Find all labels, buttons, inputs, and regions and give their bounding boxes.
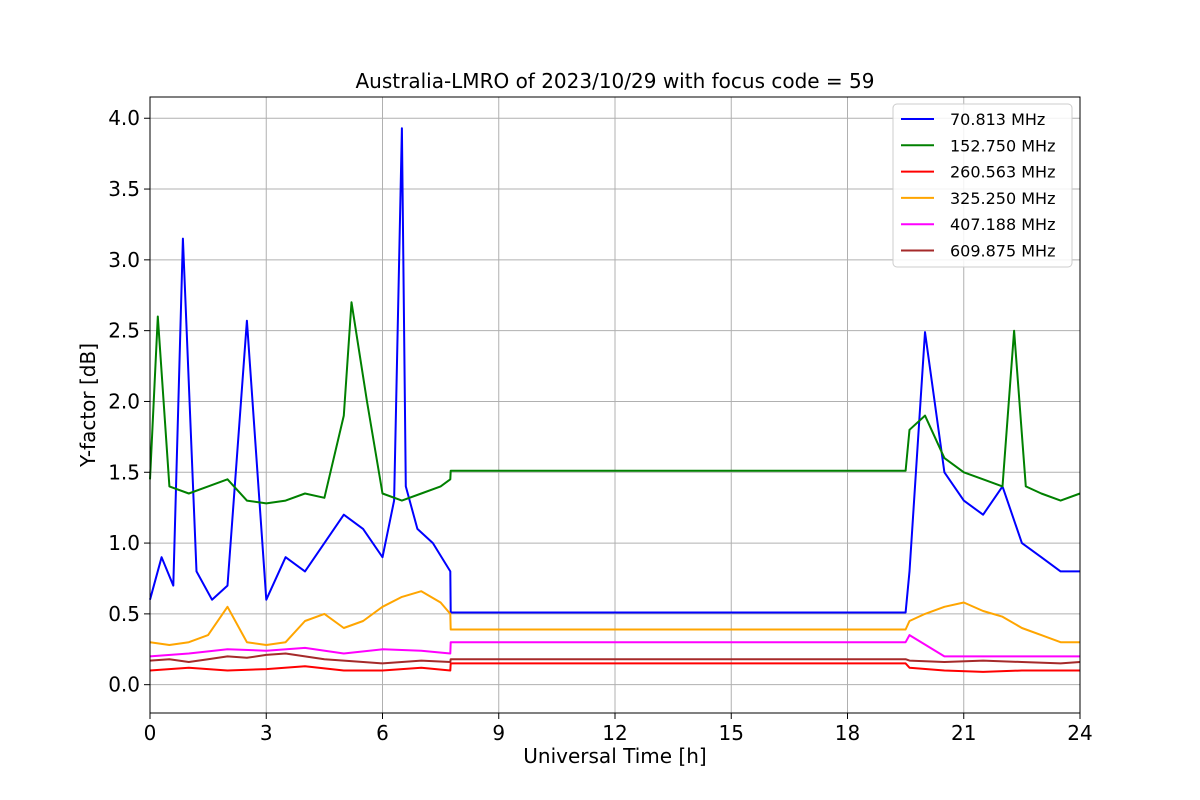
series-line-1 [149, 301, 1081, 505]
x-tick-label: 6 [376, 721, 389, 745]
x-axis-label: Universal Time [h] [523, 744, 706, 768]
y-tick-label: 1.0 [108, 531, 140, 555]
series-line-5 [149, 652, 1081, 665]
y-tick-label: 2.5 [108, 319, 140, 343]
x-tick-label: 24 [1067, 721, 1092, 745]
x-tick-label: 15 [719, 721, 744, 745]
y-tick-label: 3.0 [108, 248, 140, 272]
legend-box [892, 103, 1073, 268]
ticks: 0 3 6 9 12 15 18 21 24 0.0 0.5 1.0 1.5 2.0 2.5 3.0 3.5 4.… [108, 106, 1093, 745]
legend-label: 70.813 MHz [950, 110, 1045, 129]
series-line-4 [149, 634, 1080, 658]
y-tick-label: 4.0 [108, 106, 140, 130]
x-tick-label: 0 [144, 721, 157, 745]
x-tick-label: 3 [260, 721, 273, 745]
legend-label: 609.875 MHz [950, 242, 1055, 261]
y-tick-label: 3.5 [108, 177, 140, 201]
series-line-3 [149, 590, 1080, 646]
legend-label: 152.750 MHz [950, 136, 1055, 155]
legend-label: 407.188 MHz [950, 215, 1055, 234]
x-tick-label: 21 [951, 721, 976, 745]
y-tick-label: 2.0 [108, 389, 140, 413]
y-tick-label: 1.5 [108, 460, 140, 484]
x-tick-label: 9 [492, 721, 505, 745]
legend: 70.813 MHz 152.750 MHz 260.563 MHz 325.250 … [892, 103, 1073, 268]
series-line-0 [149, 127, 1080, 614]
x-tick-label: 12 [602, 721, 627, 745]
legend-label: 260.563 MHz [950, 163, 1055, 182]
y-tick-label: 0.0 [108, 673, 140, 697]
chart-title: Australia-LMRO of 2023/10/29 with focus … [355, 69, 874, 93]
series-layer [149, 127, 1081, 673]
x-tick-label: 18 [835, 721, 860, 745]
y-tick-label: 0.5 [108, 602, 140, 626]
y-axis-label: Y-factor [dB] [76, 343, 100, 468]
legend-label: 325.250 MHz [950, 189, 1055, 208]
series-line-2 [149, 662, 1080, 673]
